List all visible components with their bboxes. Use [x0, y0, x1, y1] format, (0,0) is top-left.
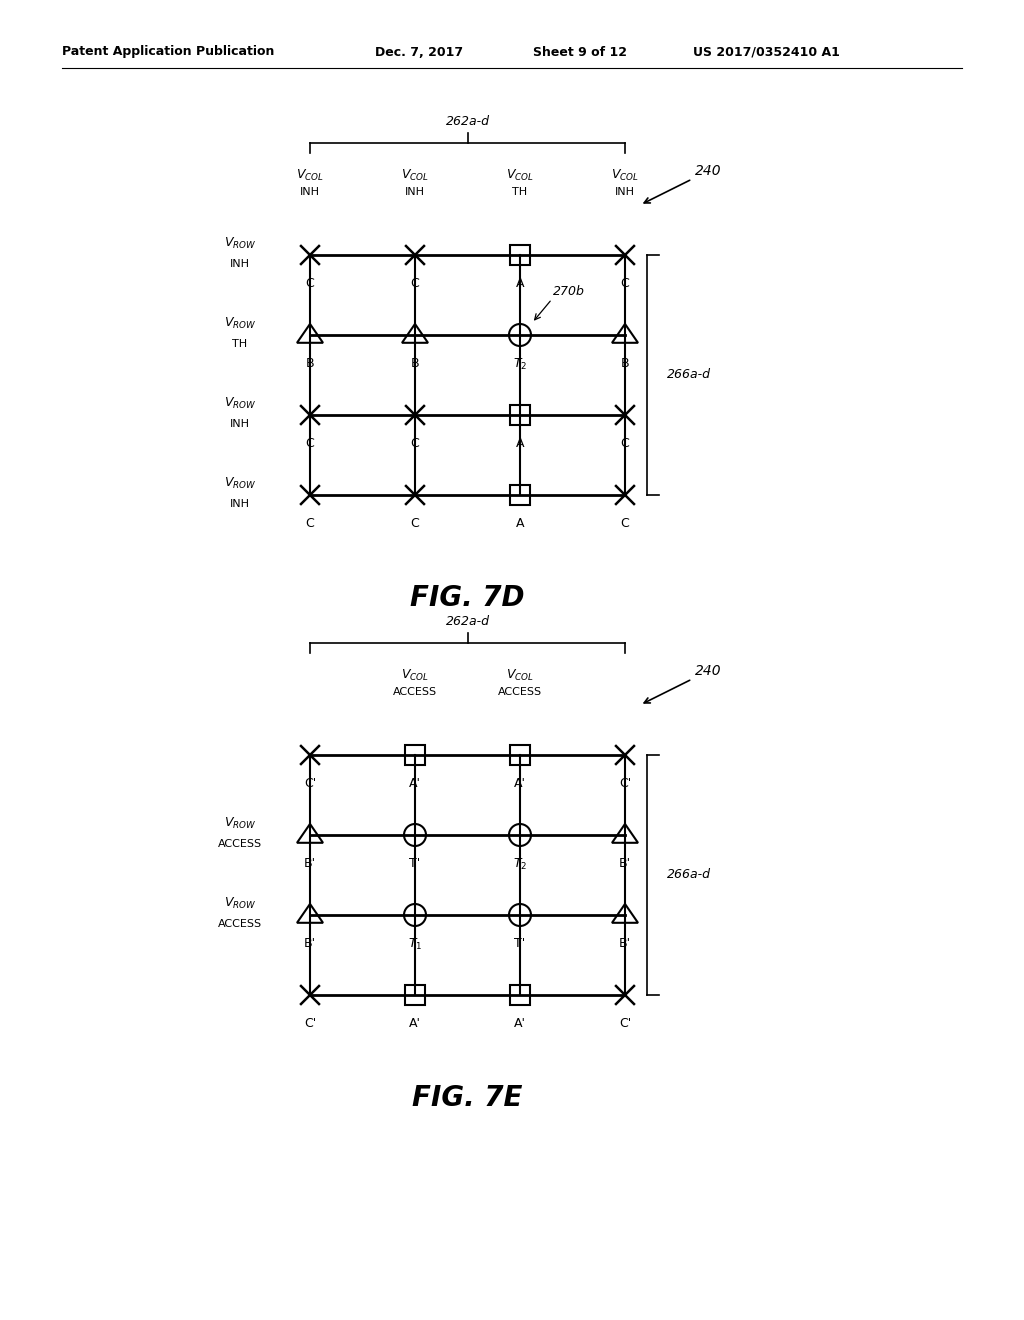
Text: C: C — [411, 277, 420, 290]
Text: C': C' — [304, 777, 316, 789]
Text: $T_{1}$: $T_{1}$ — [408, 937, 422, 952]
Text: $V_{COL}$: $V_{COL}$ — [401, 668, 429, 682]
Text: C: C — [305, 277, 314, 290]
Text: A': A' — [409, 1016, 421, 1030]
Text: B': B' — [618, 857, 631, 870]
Text: C: C — [621, 437, 630, 450]
Text: C: C — [621, 517, 630, 531]
Text: B': B' — [304, 857, 316, 870]
Text: B: B — [306, 356, 314, 370]
Text: $V_{ROW}$: $V_{ROW}$ — [224, 396, 256, 411]
Text: Sheet 9 of 12: Sheet 9 of 12 — [534, 45, 627, 58]
Text: $V_{COL}$: $V_{COL}$ — [506, 168, 534, 183]
Text: C: C — [305, 437, 314, 450]
Bar — [510, 744, 530, 766]
Bar — [406, 744, 425, 766]
Text: FIG. 7D: FIG. 7D — [411, 583, 524, 612]
Bar — [510, 985, 530, 1005]
Text: $V_{ROW}$: $V_{ROW}$ — [224, 896, 256, 911]
Text: ACCESS: ACCESS — [218, 840, 262, 849]
Text: $V_{COL}$: $V_{COL}$ — [401, 168, 429, 183]
Text: C: C — [411, 437, 420, 450]
Text: $V_{COL}$: $V_{COL}$ — [611, 168, 639, 183]
Text: A: A — [516, 517, 524, 531]
Text: A: A — [516, 277, 524, 290]
Text: T': T' — [410, 857, 421, 870]
Text: $T_{2}$: $T_{2}$ — [513, 356, 527, 372]
Text: TH: TH — [232, 339, 248, 348]
Bar — [510, 484, 530, 506]
Text: 262a-d: 262a-d — [445, 115, 489, 128]
Text: 266a-d: 266a-d — [667, 869, 711, 882]
Text: B': B' — [304, 937, 316, 950]
Text: 240: 240 — [644, 664, 722, 704]
Text: A: A — [516, 437, 524, 450]
Text: C': C' — [618, 1016, 631, 1030]
Text: ACCESS: ACCESS — [498, 686, 542, 697]
Bar — [510, 405, 530, 425]
Text: 240: 240 — [644, 164, 722, 203]
Text: B: B — [621, 356, 630, 370]
Text: $V_{ROW}$: $V_{ROW}$ — [224, 315, 256, 331]
Text: C': C' — [618, 777, 631, 789]
Text: $V_{ROW}$: $V_{ROW}$ — [224, 816, 256, 832]
Text: INH: INH — [230, 259, 250, 269]
Text: FIG. 7E: FIG. 7E — [413, 1084, 522, 1111]
Text: INH: INH — [230, 418, 250, 429]
Text: INH: INH — [406, 187, 425, 197]
Text: TH: TH — [512, 187, 527, 197]
Text: ACCESS: ACCESS — [393, 686, 437, 697]
Text: C': C' — [304, 1016, 316, 1030]
Text: Patent Application Publication: Patent Application Publication — [62, 45, 274, 58]
Text: A': A' — [409, 777, 421, 789]
Text: C: C — [411, 517, 420, 531]
Bar — [510, 246, 530, 265]
Text: C: C — [305, 517, 314, 531]
Text: INH: INH — [300, 187, 319, 197]
Text: INH: INH — [615, 187, 635, 197]
Text: A': A' — [514, 1016, 526, 1030]
Text: INH: INH — [230, 499, 250, 510]
Text: 266a-d: 266a-d — [667, 368, 711, 381]
Text: T': T' — [514, 937, 525, 950]
Text: $V_{COL}$: $V_{COL}$ — [506, 668, 534, 682]
Text: 262a-d: 262a-d — [445, 615, 489, 628]
Text: $V_{ROW}$: $V_{ROW}$ — [224, 236, 256, 251]
Text: ACCESS: ACCESS — [218, 919, 262, 929]
Text: B: B — [411, 356, 419, 370]
Text: US 2017/0352410 A1: US 2017/0352410 A1 — [693, 45, 840, 58]
Text: A': A' — [514, 777, 526, 789]
Text: $V_{ROW}$: $V_{ROW}$ — [224, 477, 256, 491]
Bar — [406, 985, 425, 1005]
Text: Dec. 7, 2017: Dec. 7, 2017 — [375, 45, 463, 58]
Text: $T_{2}$: $T_{2}$ — [513, 857, 527, 873]
Text: 270b: 270b — [553, 285, 585, 298]
Text: B': B' — [618, 937, 631, 950]
Text: C: C — [621, 277, 630, 290]
Text: $V_{COL}$: $V_{COL}$ — [296, 168, 324, 183]
